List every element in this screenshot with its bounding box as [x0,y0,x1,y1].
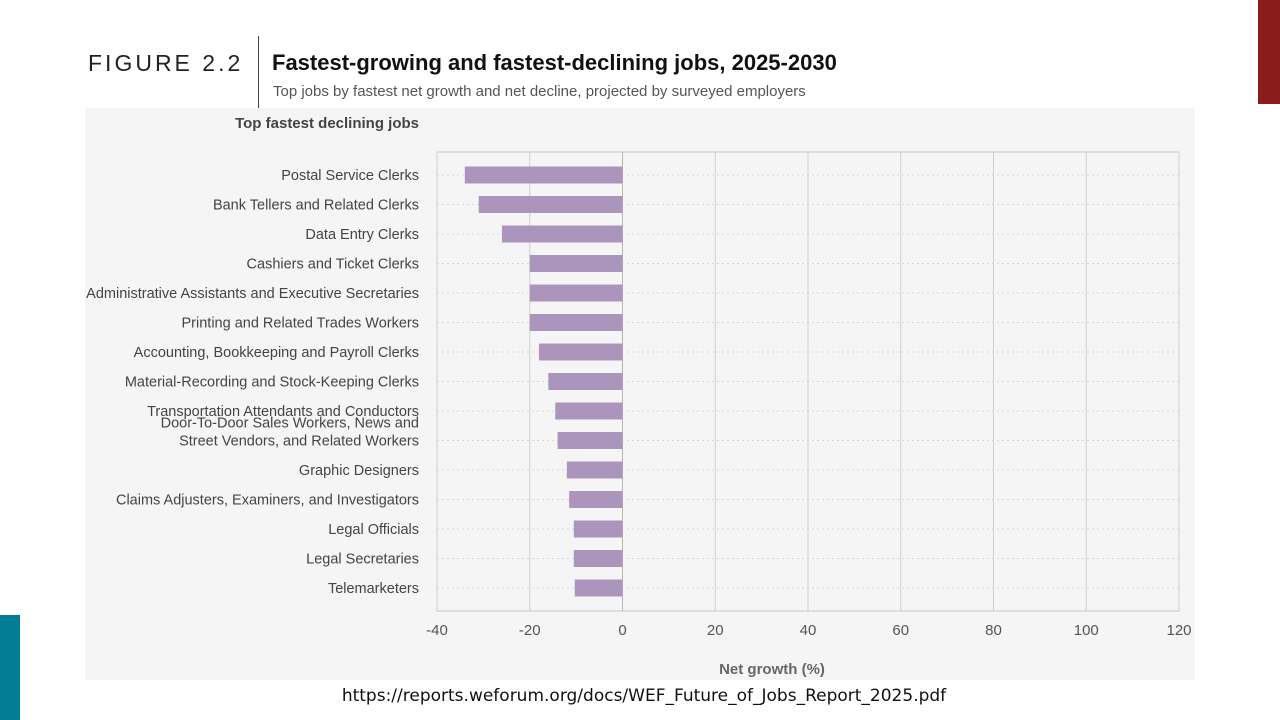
category-label: Transportation Attendants and Conductors [147,404,419,420]
x-tick-label: 80 [985,622,1002,639]
bar [557,432,623,449]
category-label: Cashiers and Ticket Clerks [247,257,419,273]
bar [574,579,623,597]
x-tick-label: 40 [800,622,817,639]
x-tick-label: 60 [892,622,909,639]
figure-divider [258,36,259,108]
bar [529,284,623,302]
x-tick-labels: -40 -20 0 20 40 60 80 100 120 [426,622,1191,639]
bar [548,373,623,390]
figure-label: FIGURE 2.2 [88,50,244,76]
x-tick-label: -20 [519,622,541,639]
source-url[interactable]: https://reports.weforum.org/docs/WEF_Fut… [341,686,947,706]
category-label: Postal Service Clerks [281,168,419,184]
x-tick-label: 20 [707,622,724,639]
category-label: Printing and Related Trades Workers [182,316,420,332]
accent-bar-top-right [1258,0,1280,104]
category-label: Accounting, Bookkeeping and Payroll Cler… [134,345,419,361]
figure-subtitle: Top jobs by fastest net growth and net d… [273,83,806,100]
bar [566,461,623,479]
category-label: Data Entry Clerks [305,227,419,243]
category-label: Telemarketers [328,581,419,597]
x-axis-title: Net growth (%) [719,661,825,678]
bar [529,314,623,331]
category-label: Material-Recording and Stock-Keeping Cle… [125,375,419,391]
category-label: Administrative Assistants and Executive … [86,286,419,302]
bar [478,196,623,213]
accent-bar-bottom-left [0,615,20,720]
category-label: Door-To-Door Sales Workers, News and Stre… [161,416,419,450]
bar [501,225,623,243]
section-label: Top fastest declining jobs [235,115,419,132]
x-tick-label: 120 [1166,622,1191,639]
bar-layer [464,166,623,597]
figure-title: Fastest-growing and fastest-declining jo… [272,50,837,75]
bar [529,255,623,272]
bar [569,491,623,508]
bar [555,402,623,420]
x-tick-label: -40 [426,622,448,639]
category-label: Graphic Designers [299,463,419,479]
category-label: Legal Secretaries [306,552,419,568]
bar [573,520,623,538]
bar [464,166,623,184]
category-label: Legal Officials [328,522,419,538]
bar [539,343,623,361]
x-tick-label: 0 [618,622,626,639]
bar [573,550,623,567]
category-label: Claims Adjusters, Examiners, and Investi… [116,493,419,509]
x-tick-label: 100 [1074,622,1099,639]
category-labels: Postal Service Clerks Bank Tellers and Re… [86,168,419,597]
category-label: Bank Tellers and Related Clerks [213,198,419,214]
